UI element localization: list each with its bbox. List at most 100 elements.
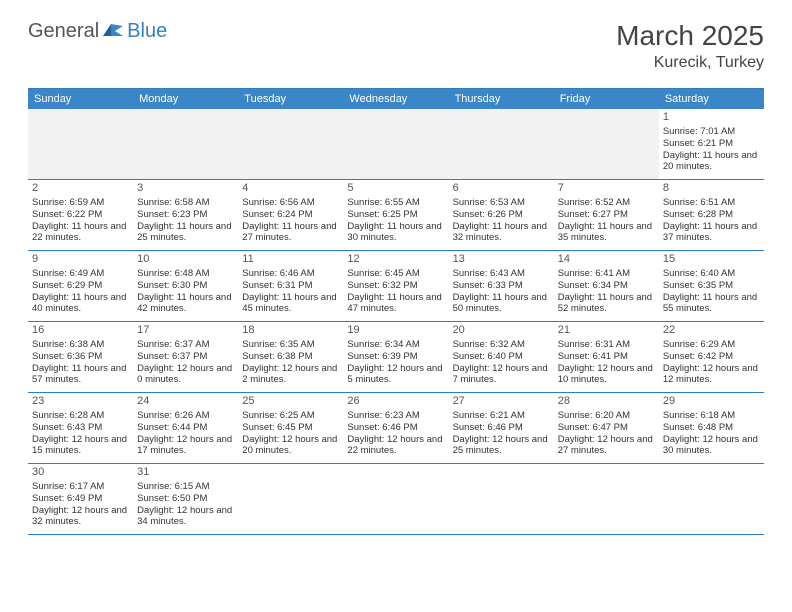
calendar: Sunday Monday Tuesday Wednesday Thursday… [28, 88, 764, 535]
week-row: 23Sunrise: 6:28 AMSunset: 6:43 PMDayligh… [28, 393, 764, 464]
day-number: 12 [347, 253, 444, 267]
day-sunset: Sunset: 6:27 PM [558, 209, 655, 221]
day-sunset: Sunset: 6:45 PM [242, 422, 339, 434]
day-sunrise: Sunrise: 6:37 AM [137, 339, 234, 351]
day-sunrise: Sunrise: 6:20 AM [558, 410, 655, 422]
day-sunset: Sunset: 6:38 PM [242, 351, 339, 363]
day-cell: 25Sunrise: 6:25 AMSunset: 6:45 PMDayligh… [238, 393, 343, 463]
day-number: 11 [242, 253, 339, 267]
day-sunset: Sunset: 6:33 PM [453, 280, 550, 292]
day-sunset: Sunset: 6:31 PM [242, 280, 339, 292]
logo-text-general: General [28, 20, 99, 43]
day-sunset: Sunset: 6:22 PM [32, 209, 129, 221]
day-number: 15 [663, 253, 760, 267]
day-sunset: Sunset: 6:29 PM [32, 280, 129, 292]
day-daylight: Daylight: 12 hours and 7 minutes. [453, 363, 550, 387]
day-daylight: Daylight: 11 hours and 45 minutes. [242, 292, 339, 316]
day-sunrise: Sunrise: 6:51 AM [663, 197, 760, 209]
day-header-mon: Monday [133, 89, 238, 109]
day-daylight: Daylight: 11 hours and 22 minutes. [32, 221, 129, 245]
day-daylight: Daylight: 11 hours and 25 minutes. [137, 221, 234, 245]
day-cell: 2Sunrise: 6:59 AMSunset: 6:22 PMDaylight… [28, 180, 133, 250]
day-sunrise: Sunrise: 6:38 AM [32, 339, 129, 351]
day-sunset: Sunset: 6:34 PM [558, 280, 655, 292]
day-number: 27 [453, 395, 550, 409]
day-sunset: Sunset: 6:24 PM [242, 209, 339, 221]
week-row: 30Sunrise: 6:17 AMSunset: 6:49 PMDayligh… [28, 464, 764, 535]
day-cell: 16Sunrise: 6:38 AMSunset: 6:36 PMDayligh… [28, 322, 133, 392]
day-number: 19 [347, 324, 444, 338]
day-cell: 23Sunrise: 6:28 AMSunset: 6:43 PMDayligh… [28, 393, 133, 463]
day-daylight: Daylight: 12 hours and 12 minutes. [663, 363, 760, 387]
day-sunrise: Sunrise: 6:21 AM [453, 410, 550, 422]
day-daylight: Daylight: 12 hours and 5 minutes. [347, 363, 444, 387]
day-sunset: Sunset: 6:43 PM [32, 422, 129, 434]
day-cell: 29Sunrise: 6:18 AMSunset: 6:48 PMDayligh… [659, 393, 764, 463]
day-daylight: Daylight: 12 hours and 34 minutes. [137, 505, 234, 529]
day-sunrise: Sunrise: 6:58 AM [137, 197, 234, 209]
day-number: 13 [453, 253, 550, 267]
day-cell: 4Sunrise: 6:56 AMSunset: 6:24 PMDaylight… [238, 180, 343, 250]
week-row: 9Sunrise: 6:49 AMSunset: 6:29 PMDaylight… [28, 251, 764, 322]
day-header-tue: Tuesday [238, 89, 343, 109]
day-number: 2 [32, 182, 129, 196]
day-sunset: Sunset: 6:46 PM [453, 422, 550, 434]
day-cell [28, 109, 133, 179]
day-sunrise: Sunrise: 6:52 AM [558, 197, 655, 209]
day-sunrise: Sunrise: 6:25 AM [242, 410, 339, 422]
day-sunset: Sunset: 6:44 PM [137, 422, 234, 434]
day-daylight: Daylight: 11 hours and 57 minutes. [32, 363, 129, 387]
day-daylight: Daylight: 12 hours and 25 minutes. [453, 434, 550, 458]
day-cell: 1Sunrise: 7:01 AMSunset: 6:21 PMDaylight… [659, 109, 764, 179]
day-cell [238, 109, 343, 179]
day-daylight: Daylight: 12 hours and 17 minutes. [137, 434, 234, 458]
day-number: 9 [32, 253, 129, 267]
day-sunrise: Sunrise: 6:18 AM [663, 410, 760, 422]
day-sunrise: Sunrise: 6:15 AM [137, 481, 234, 493]
logo: General Blue [28, 20, 167, 43]
day-daylight: Daylight: 12 hours and 15 minutes. [32, 434, 129, 458]
day-sunset: Sunset: 6:47 PM [558, 422, 655, 434]
day-cell: 17Sunrise: 6:37 AMSunset: 6:37 PMDayligh… [133, 322, 238, 392]
title-block: March 2025 Kurecik, Turkey [616, 20, 764, 72]
day-daylight: Daylight: 11 hours and 30 minutes. [347, 221, 444, 245]
day-cell: 31Sunrise: 6:15 AMSunset: 6:50 PMDayligh… [133, 464, 238, 534]
day-cell [449, 464, 554, 534]
day-sunset: Sunset: 6:32 PM [347, 280, 444, 292]
day-sunset: Sunset: 6:42 PM [663, 351, 760, 363]
day-number: 30 [32, 466, 129, 480]
day-sunrise: Sunrise: 6:49 AM [32, 268, 129, 280]
day-sunset: Sunset: 6:49 PM [32, 493, 129, 505]
day-daylight: Daylight: 11 hours and 42 minutes. [137, 292, 234, 316]
day-cell [659, 464, 764, 534]
day-number: 4 [242, 182, 339, 196]
weeks-container: 1Sunrise: 7:01 AMSunset: 6:21 PMDaylight… [28, 109, 764, 535]
day-cell: 21Sunrise: 6:31 AMSunset: 6:41 PMDayligh… [554, 322, 659, 392]
day-number: 3 [137, 182, 234, 196]
day-number: 10 [137, 253, 234, 267]
day-sunset: Sunset: 6:23 PM [137, 209, 234, 221]
day-cell: 3Sunrise: 6:58 AMSunset: 6:23 PMDaylight… [133, 180, 238, 250]
day-daylight: Daylight: 11 hours and 35 minutes. [558, 221, 655, 245]
day-sunset: Sunset: 6:48 PM [663, 422, 760, 434]
day-sunset: Sunset: 6:30 PM [137, 280, 234, 292]
day-sunset: Sunset: 6:25 PM [347, 209, 444, 221]
day-cell: 8Sunrise: 6:51 AMSunset: 6:28 PMDaylight… [659, 180, 764, 250]
day-header-wed: Wednesday [343, 89, 448, 109]
day-daylight: Daylight: 12 hours and 32 minutes. [32, 505, 129, 529]
day-number: 8 [663, 182, 760, 196]
day-cell: 28Sunrise: 6:20 AMSunset: 6:47 PMDayligh… [554, 393, 659, 463]
day-daylight: Daylight: 11 hours and 47 minutes. [347, 292, 444, 316]
day-sunrise: Sunrise: 6:43 AM [453, 268, 550, 280]
week-row: 1Sunrise: 7:01 AMSunset: 6:21 PMDaylight… [28, 109, 764, 180]
day-cell: 20Sunrise: 6:32 AMSunset: 6:40 PMDayligh… [449, 322, 554, 392]
day-cell: 9Sunrise: 6:49 AMSunset: 6:29 PMDaylight… [28, 251, 133, 321]
day-sunset: Sunset: 6:26 PM [453, 209, 550, 221]
day-sunset: Sunset: 6:40 PM [453, 351, 550, 363]
day-sunrise: Sunrise: 6:41 AM [558, 268, 655, 280]
header: General Blue March 2025 Kurecik, Turkey [0, 0, 792, 80]
day-daylight: Daylight: 11 hours and 27 minutes. [242, 221, 339, 245]
day-daylight: Daylight: 11 hours and 40 minutes. [32, 292, 129, 316]
day-header-row: Sunday Monday Tuesday Wednesday Thursday… [28, 89, 764, 109]
day-number: 24 [137, 395, 234, 409]
